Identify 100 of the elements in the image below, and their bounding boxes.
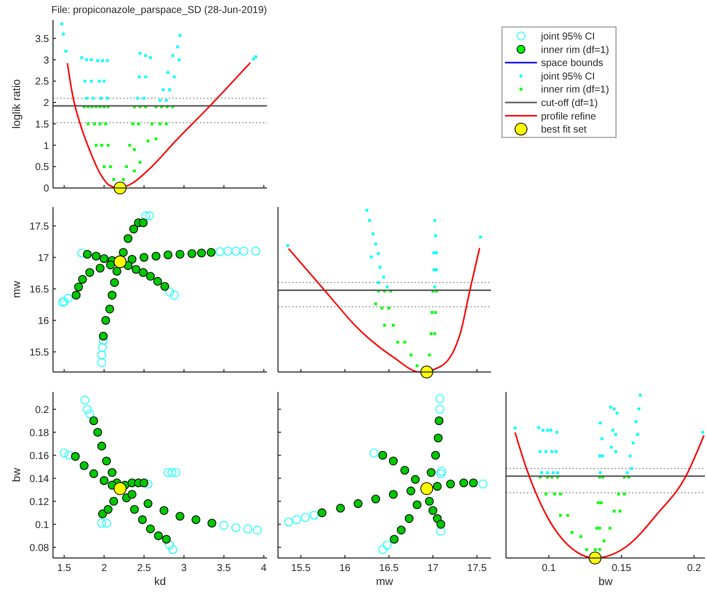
point bbox=[546, 428, 549, 432]
point bbox=[164, 468, 172, 477]
point bbox=[197, 248, 206, 258]
point bbox=[84, 80, 86, 83]
y-tick-label: 0.2 bbox=[35, 404, 50, 416]
point bbox=[231, 523, 240, 532]
point bbox=[154, 531, 163, 540]
point bbox=[594, 548, 597, 551]
point bbox=[396, 526, 406, 534]
point bbox=[192, 515, 200, 524]
point bbox=[90, 80, 93, 83]
point bbox=[434, 416, 444, 426]
point bbox=[109, 165, 112, 168]
x-axis-title: bw bbox=[598, 576, 613, 588]
point bbox=[70, 452, 80, 461]
point bbox=[231, 246, 240, 256]
point bbox=[140, 478, 148, 488]
point bbox=[176, 46, 179, 48]
point bbox=[553, 492, 556, 496]
point bbox=[433, 286, 436, 288]
point bbox=[537, 426, 540, 430]
point bbox=[426, 468, 436, 477]
point bbox=[378, 450, 388, 460]
point bbox=[420, 482, 434, 496]
point bbox=[64, 450, 74, 460]
point bbox=[318, 508, 326, 518]
point bbox=[114, 482, 126, 496]
point bbox=[609, 406, 612, 409]
point bbox=[622, 492, 626, 496]
point bbox=[145, 211, 154, 220]
point bbox=[433, 219, 436, 222]
point bbox=[150, 122, 154, 126]
x-axis-title: kd bbox=[154, 576, 166, 588]
y-tick-label: 3.5 bbox=[35, 34, 50, 45]
point bbox=[388, 456, 398, 466]
point bbox=[98, 80, 101, 83]
chart-title: File: propiconazole_parspace_SD (28-Jun-2019) bbox=[51, 5, 267, 16]
point bbox=[118, 248, 128, 257]
point bbox=[223, 246, 232, 256]
point bbox=[122, 178, 125, 181]
point bbox=[74, 282, 83, 292]
point bbox=[92, 252, 101, 261]
point bbox=[97, 518, 106, 528]
point bbox=[62, 32, 65, 36]
point bbox=[617, 492, 620, 496]
point bbox=[431, 450, 440, 460]
point bbox=[164, 98, 168, 102]
point bbox=[618, 510, 622, 513]
point bbox=[108, 468, 116, 477]
point bbox=[300, 512, 310, 522]
point bbox=[616, 412, 619, 415]
point bbox=[165, 288, 174, 296]
point bbox=[60, 297, 69, 306]
point bbox=[93, 122, 96, 126]
y-tick-label: 3 bbox=[43, 55, 50, 66]
point bbox=[239, 246, 248, 256]
point bbox=[374, 242, 378, 246]
point bbox=[544, 492, 548, 496]
x-axis-title: mw bbox=[376, 576, 394, 588]
point bbox=[105, 304, 114, 314]
point bbox=[252, 58, 255, 60]
point bbox=[436, 404, 444, 414]
point bbox=[555, 430, 558, 434]
point bbox=[165, 540, 174, 550]
point bbox=[634, 420, 638, 424]
y-tick-label: 2 bbox=[43, 98, 50, 110]
y-tick-label: 0.1 bbox=[35, 520, 50, 531]
point bbox=[420, 366, 434, 378]
y-tick-label: 16.5 bbox=[30, 284, 50, 296]
point bbox=[102, 518, 111, 528]
point bbox=[100, 96, 102, 100]
point bbox=[109, 496, 118, 506]
point bbox=[430, 311, 434, 314]
point bbox=[98, 510, 107, 518]
x-tick-label: 0.2 bbox=[687, 563, 702, 574]
point bbox=[144, 480, 152, 488]
point bbox=[171, 54, 174, 57]
point bbox=[158, 98, 162, 102]
point bbox=[130, 504, 139, 514]
point bbox=[132, 264, 140, 274]
point bbox=[93, 428, 102, 437]
point bbox=[570, 531, 574, 534]
point bbox=[172, 75, 176, 78]
point bbox=[146, 272, 155, 281]
point bbox=[97, 442, 106, 450]
legend-label: cut-off (df=1) bbox=[541, 98, 598, 109]
point bbox=[58, 298, 67, 306]
point bbox=[386, 286, 389, 288]
point bbox=[164, 250, 172, 260]
point bbox=[104, 504, 112, 514]
point bbox=[638, 408, 640, 410]
point bbox=[446, 480, 455, 488]
point bbox=[154, 137, 158, 140]
point bbox=[149, 56, 152, 60]
point bbox=[102, 456, 111, 466]
point bbox=[100, 476, 109, 485]
point bbox=[390, 534, 399, 544]
y-axis-title: loglik ratio bbox=[11, 79, 23, 129]
point bbox=[370, 448, 378, 458]
point bbox=[131, 122, 134, 126]
